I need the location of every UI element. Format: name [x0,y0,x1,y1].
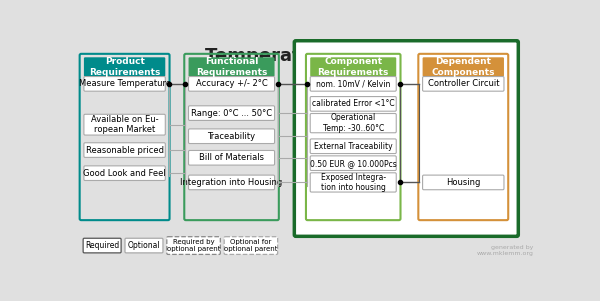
FancyBboxPatch shape [188,175,275,190]
Text: Traceability: Traceability [208,132,256,141]
Text: Bill of Materials: Bill of Materials [199,153,264,162]
Text: Functional
Requirements: Functional Requirements [196,57,267,77]
FancyBboxPatch shape [84,76,165,91]
FancyBboxPatch shape [310,113,396,133]
FancyBboxPatch shape [422,76,504,91]
FancyBboxPatch shape [310,156,396,170]
Text: Range: 0°C ... 50°C: Range: 0°C ... 50°C [191,109,272,118]
FancyBboxPatch shape [125,238,163,253]
FancyBboxPatch shape [83,238,121,253]
Text: Optional for
optional parent: Optional for optional parent [224,239,278,252]
Text: nom. 10mV / Kelvin: nom. 10mV / Kelvin [316,79,391,88]
FancyBboxPatch shape [310,57,396,76]
FancyBboxPatch shape [188,129,275,144]
Text: Component
Requirements: Component Requirements [317,57,389,77]
Text: Measure Temperature: Measure Temperature [79,79,170,88]
FancyBboxPatch shape [188,57,275,76]
Text: External Traceability: External Traceability [314,142,392,151]
Text: generated by
www.mklemm.org: generated by www.mklemm.org [477,245,534,256]
Text: Accuracy +/- 2°C: Accuracy +/- 2°C [196,79,268,88]
FancyBboxPatch shape [310,97,396,111]
FancyBboxPatch shape [310,139,396,154]
FancyBboxPatch shape [188,150,275,165]
FancyBboxPatch shape [310,173,396,192]
Text: Required: Required [85,241,119,250]
FancyBboxPatch shape [188,76,275,91]
Text: Optional: Optional [128,241,160,250]
FancyBboxPatch shape [84,143,165,157]
Text: calibrated Error <1°C: calibrated Error <1°C [312,99,395,108]
Text: Operational
Temp: -30..60°C: Operational Temp: -30..60°C [323,113,384,133]
FancyBboxPatch shape [295,41,518,236]
Text: Available on Eu-
ropean Market: Available on Eu- ropean Market [91,115,158,134]
FancyBboxPatch shape [188,106,275,120]
FancyBboxPatch shape [422,57,504,76]
Text: Temperature Sensor: Temperature Sensor [205,47,410,65]
Text: Integration into Housing: Integration into Housing [181,178,283,187]
FancyBboxPatch shape [167,237,220,254]
Text: Reasonable priced: Reasonable priced [86,146,164,155]
Text: Product
Requirements: Product Requirements [89,57,160,77]
Text: Good Look and Feel: Good Look and Feel [83,169,166,178]
FancyBboxPatch shape [84,57,165,76]
Text: Exposed Integra-
tion into housing: Exposed Integra- tion into housing [320,173,386,192]
Text: Required by
optional parent: Required by optional parent [167,239,220,252]
FancyBboxPatch shape [224,237,278,254]
FancyBboxPatch shape [310,76,396,91]
Text: Controller Circuit: Controller Circuit [428,79,499,88]
FancyBboxPatch shape [84,114,165,135]
Text: Housing: Housing [446,178,481,187]
Text: Dependent
Components: Dependent Components [431,57,495,77]
FancyBboxPatch shape [422,175,504,190]
Text: 0.50 EUR @ 10.000Pcs: 0.50 EUR @ 10.000Pcs [310,159,397,168]
FancyBboxPatch shape [84,166,165,181]
